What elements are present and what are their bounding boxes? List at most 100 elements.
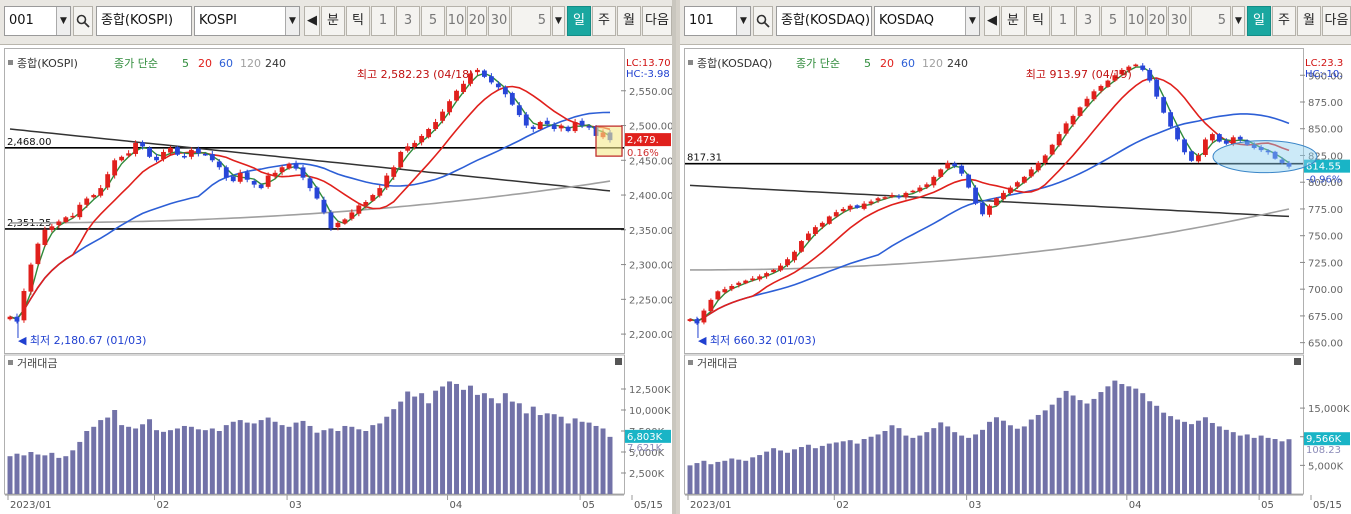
volume-bar xyxy=(1133,388,1139,494)
volume-bar xyxy=(28,452,34,494)
volume-bar xyxy=(14,453,20,494)
month-button[interactable]: 월 xyxy=(1297,6,1321,36)
candle xyxy=(861,203,867,209)
y-tick-label: 2,250.00 xyxy=(629,295,672,306)
kospi-candlestick-chart[interactable]: 2,550.00 2,500.00 2,450.00 2,400.00 2,350.00… xyxy=(4,48,672,514)
search-icon[interactable] xyxy=(753,6,773,36)
dropdown-arrow-icon[interactable]: ▼ xyxy=(965,7,979,35)
volume-bar xyxy=(1251,437,1257,494)
period-20-button[interactable]: 20 xyxy=(1147,6,1167,36)
dropdown-arrow-icon[interactable]: ▼ xyxy=(285,7,299,35)
code-value: 001 xyxy=(9,13,34,28)
price-tag-box xyxy=(625,133,671,147)
period-1-button[interactable]: 1 xyxy=(1051,6,1075,36)
candle xyxy=(1105,80,1111,87)
candle xyxy=(495,83,501,88)
period-dropdown-icon[interactable]: ▼ xyxy=(552,6,565,36)
candle xyxy=(147,147,152,157)
legend-ma-60: 60 xyxy=(901,57,915,70)
dropdown-arrow-icon[interactable]: ▼ xyxy=(736,7,750,35)
next-button[interactable]: 다음 xyxy=(1322,6,1351,36)
candle xyxy=(405,146,411,151)
volume-bar xyxy=(258,420,264,494)
period-select[interactable]: 5 xyxy=(1191,6,1231,36)
period-5-button[interactable]: 5 xyxy=(421,6,445,36)
tick-button[interactable]: 틱 xyxy=(346,6,370,36)
x-tick-label: 2023/01 xyxy=(10,500,52,511)
candle xyxy=(537,122,543,129)
volume-title: 거래대금 xyxy=(17,357,57,370)
period-20-button[interactable]: 20 xyxy=(467,6,487,36)
candle xyxy=(216,161,222,168)
y-tick-label: 2,400.00 xyxy=(629,191,672,202)
dropdown-arrow-icon[interactable]: ▼ xyxy=(56,7,70,35)
volume-bar xyxy=(966,437,972,494)
volume-bar xyxy=(1272,439,1278,494)
period-10-button[interactable]: 10 xyxy=(446,6,466,36)
kosdaq-candlestick-chart[interactable]: 900.00 875.00 850.00 825.00 800.00 775.00 750.… xyxy=(684,48,1351,514)
market-select[interactable]: KOSDAQ ▼ xyxy=(874,6,980,36)
period-select[interactable]: 5 xyxy=(511,6,551,36)
legend-ma-60: 60 xyxy=(219,57,233,70)
minute-button[interactable]: 분 xyxy=(1001,6,1025,36)
candle xyxy=(230,176,236,182)
ma240-line xyxy=(9,128,611,192)
period-1-button[interactable]: 1 xyxy=(371,6,395,36)
candle xyxy=(917,187,923,192)
volume-bar xyxy=(1147,401,1153,494)
volume-bar xyxy=(1000,420,1006,494)
candle xyxy=(847,205,853,210)
volume-bar xyxy=(1189,424,1194,494)
volume-bar xyxy=(474,394,480,494)
legend-ma-5: 5 xyxy=(182,57,189,70)
volume-tag-box xyxy=(1304,432,1350,446)
candle xyxy=(161,151,166,160)
hc-label: HC:-10. xyxy=(1305,69,1342,80)
x-tick-label: 05 xyxy=(1261,500,1274,511)
volume-bar xyxy=(133,428,139,494)
volume-bar xyxy=(91,426,97,494)
volume-bar xyxy=(195,429,201,494)
candle xyxy=(1084,98,1090,107)
candle xyxy=(1119,69,1125,75)
volume-tick-label: 5,000K xyxy=(629,448,665,459)
candle xyxy=(1014,182,1020,187)
market-select[interactable]: KOSPI ▼ xyxy=(194,6,300,36)
day-button[interactable]: 일 xyxy=(1247,6,1271,36)
week-button[interactable]: 주 xyxy=(592,6,616,36)
max-annotation: 최고 2,582.23 (04/18) xyxy=(357,68,474,81)
volume-bar xyxy=(819,445,825,494)
volume-bar xyxy=(349,426,355,494)
next-button[interactable]: 다음 xyxy=(642,6,672,36)
day-button[interactable]: 일 xyxy=(567,6,591,36)
kospi-chart-panel: 001 ▼ 종합(KOSPI) KOSPI ▼ ◀ 분 틱 1 3 5 10 2… xyxy=(0,0,676,514)
chart-toolbar: 101 ▼ 종합(KOSDAQ) KOSDAQ ▼ ◀ 분 틱 1 3 5 10… xyxy=(680,0,1351,45)
period-3-button[interactable]: 3 xyxy=(1076,6,1100,36)
period-3-button[interactable]: 3 xyxy=(396,6,420,36)
period-30-button[interactable]: 30 xyxy=(488,6,510,36)
minute-button[interactable]: 분 xyxy=(321,6,345,36)
candle xyxy=(342,219,348,224)
week-button[interactable]: 주 xyxy=(1272,6,1296,36)
prev-arrow-icon[interactable]: ◀ xyxy=(984,6,1000,36)
index-name-field[interactable]: 종합(KOSDAQ) xyxy=(776,6,872,36)
period-dropdown-icon[interactable]: ▼ xyxy=(1232,6,1245,36)
period-10-button[interactable]: 10 xyxy=(1126,6,1146,36)
search-icon[interactable] xyxy=(73,6,93,36)
volume-bar xyxy=(743,460,749,494)
code-select[interactable]: 001 ▼ xyxy=(4,6,71,36)
code-select[interactable]: 101 ▼ xyxy=(684,6,751,36)
candle xyxy=(1098,85,1104,91)
prev-arrow-icon[interactable]: ◀ xyxy=(304,6,320,36)
month-button[interactable]: 월 xyxy=(617,6,641,36)
candle xyxy=(694,319,700,324)
period-30-button[interactable]: 30 xyxy=(1168,6,1190,36)
volume-legend-bullet-icon xyxy=(688,360,693,365)
ma240-line xyxy=(689,184,1290,218)
volume-bar xyxy=(370,425,376,494)
period-5-button[interactable]: 5 xyxy=(1101,6,1125,36)
tick-button[interactable]: 틱 xyxy=(1026,6,1050,36)
index-name-field[interactable]: 종합(KOSPI) xyxy=(96,6,192,36)
volume-bar xyxy=(293,422,299,494)
candle xyxy=(300,167,306,178)
